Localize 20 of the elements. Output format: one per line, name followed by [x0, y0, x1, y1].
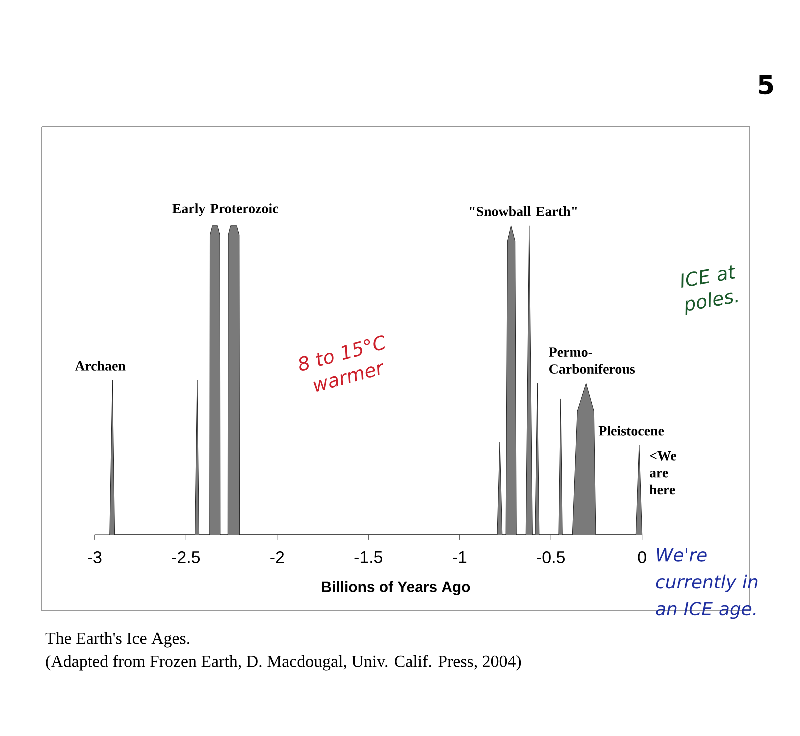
- annotation: 8 to 15°C warmer: [299, 336, 385, 392]
- x-tick-label: -1.5: [354, 551, 383, 564]
- x-tick-label: -1: [453, 551, 467, 564]
- text: We're currently in an ICE age.: [656, 548, 758, 620]
- annotation: Permo- Carboniferous: [549, 348, 636, 374]
- text: (Adapted from Frozen Earth, D. Macdougal, Univ. Calif. Press, 2004): [46, 655, 522, 671]
- x-tick-label: -0.5: [537, 551, 565, 564]
- x-tick-label: -2: [270, 551, 284, 564]
- annotation: ICE at poles.: [682, 266, 738, 316]
- text: 5: [759, 75, 774, 95]
- text: The Earth's Ice Ages.: [46, 632, 190, 648]
- annotation: Pleistocene: [598, 426, 664, 436]
- annotation: Archaen: [75, 361, 126, 371]
- x-tick-label: 0: [638, 551, 646, 564]
- x-tick-label: -3: [88, 551, 102, 564]
- annotation: Early Proterozoic: [172, 204, 278, 216]
- x-tick-label: -2.5: [172, 551, 200, 564]
- annotation: "Snowball Earth": [470, 206, 578, 216]
- x-axis-title: Billions of Years Ago: [322, 581, 470, 596]
- annotation: <We are here: [650, 452, 676, 495]
